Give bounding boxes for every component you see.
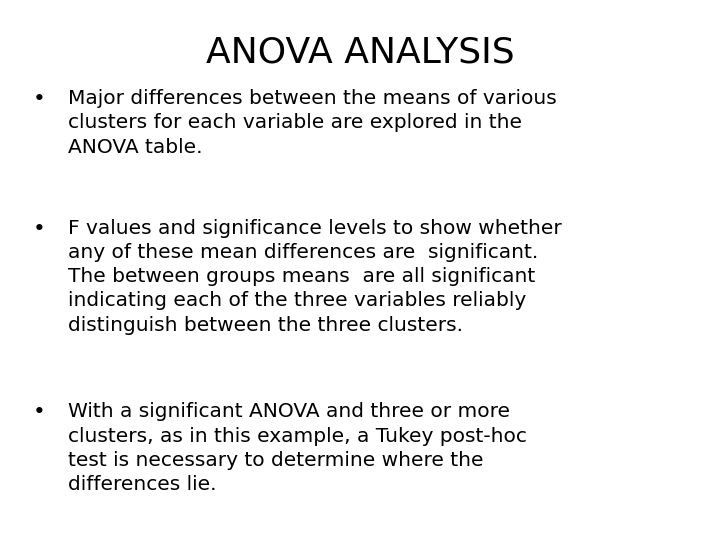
Text: •: • [33,89,46,109]
Text: •: • [33,402,46,422]
Text: Major differences between the means of various
clusters for each variable are ex: Major differences between the means of v… [68,89,557,157]
Text: ANOVA ANALYSIS: ANOVA ANALYSIS [206,35,514,69]
Text: With a significant ANOVA and three or more
clusters, as in this example, a Tukey: With a significant ANOVA and three or mo… [68,402,527,494]
Text: F values and significance levels to show whether
any of these mean differences a: F values and significance levels to show… [68,219,562,335]
Text: •: • [33,219,46,239]
